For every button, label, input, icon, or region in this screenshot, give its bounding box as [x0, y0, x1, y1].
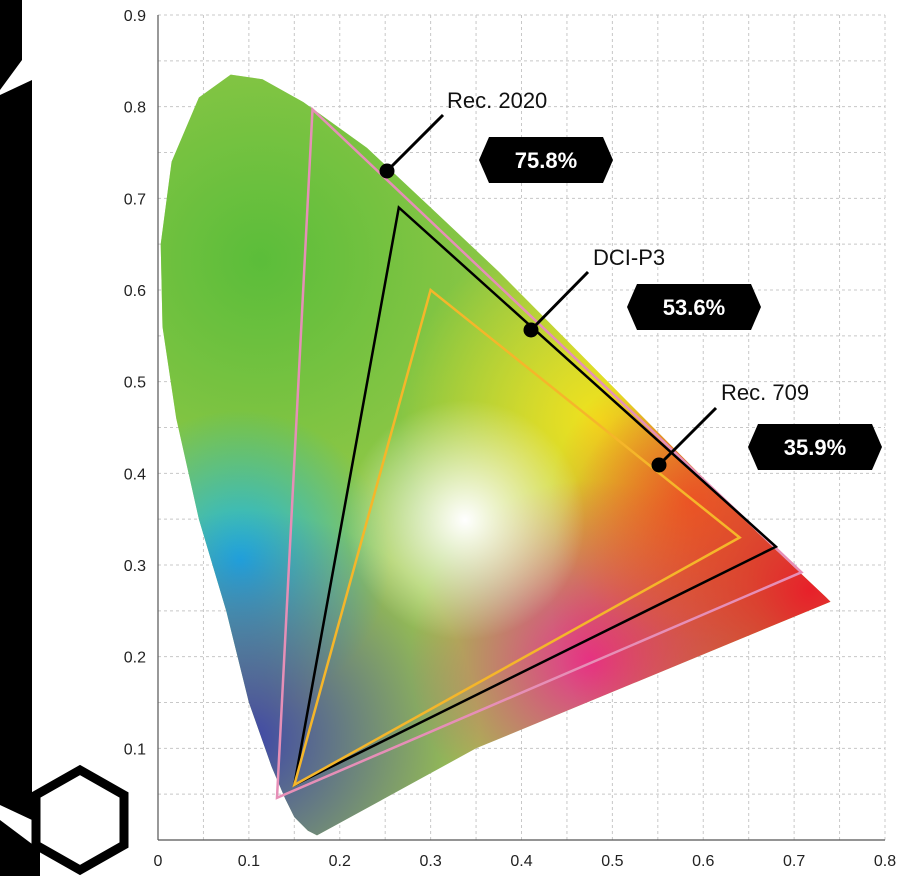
series-label: Rec. 709	[721, 380, 809, 405]
y-tick-label: 0.4	[124, 466, 146, 483]
axes	[157, 15, 885, 841]
y-tick-label: 0.3	[124, 558, 146, 575]
y-tick-label: 0.9	[124, 8, 146, 25]
x-tick-label: 0	[154, 853, 163, 870]
x-tick-label: 0.1	[238, 853, 260, 870]
y-axis-ticks: 0.1 0.2 0.3 0.4 0.5 0.6 0.7 0.8 0.9	[124, 8, 146, 758]
marker-dot	[523, 322, 539, 338]
callout-rec-709: Rec. 709 35.9%	[651, 380, 882, 473]
x-axis-ticks: 0 0.1 0.2 0.3 0.4 0.5 0.6 0.7 0.8	[154, 853, 897, 870]
y-tick-label: 0.8	[124, 100, 146, 117]
x-tick-label: 0.8	[874, 853, 896, 870]
x-tick-label: 0.2	[329, 853, 351, 870]
marker-dot	[379, 163, 395, 179]
x-tick-label: 0.7	[783, 853, 805, 870]
coverage-value: 35.9%	[784, 435, 846, 460]
spectral-locus-fill	[160, 74, 831, 836]
leader-line	[657, 406, 718, 467]
coverage-badge	[748, 424, 882, 470]
callout-dci-p3: DCI-P3 53.6%	[523, 245, 761, 338]
x-tick-label: 0.4	[510, 853, 532, 870]
y-tick-label: 0.7	[124, 191, 146, 208]
gamut-triangle-rec-2020	[275, 106, 804, 800]
series-label: DCI-P3	[593, 245, 665, 270]
gamut-triangle-dci-p3	[292, 205, 779, 788]
gamut-triangle-rec-709	[292, 287, 742, 788]
marker-dot	[651, 457, 667, 473]
coverage-badge	[627, 284, 761, 330]
series-label: Rec. 2020	[447, 88, 547, 113]
leader-line	[529, 270, 590, 332]
y-tick-label: 0.1	[124, 741, 146, 758]
coverage-value: 75.8%	[515, 148, 577, 173]
y-tick-label: 0.6	[124, 283, 146, 300]
coverage-badge	[479, 137, 613, 183]
y-tick-label: 0.5	[124, 375, 146, 392]
x-tick-label: 0.5	[601, 853, 623, 870]
x-tick-label: 0.3	[420, 853, 442, 870]
x-tick-label: 0.6	[692, 853, 714, 870]
gamut-triangles	[275, 106, 804, 800]
callout-rec-2020: Rec. 2020 75.8%	[379, 88, 613, 183]
y-tick-label: 0.2	[124, 650, 146, 667]
coverage-value: 53.6%	[663, 295, 725, 320]
brand-logo	[0, 0, 129, 876]
gamut-callouts: Rec. 2020 75.8% DCI-P3 53.6% Rec. 709 35.9%	[379, 88, 882, 473]
leader-line	[385, 113, 445, 173]
